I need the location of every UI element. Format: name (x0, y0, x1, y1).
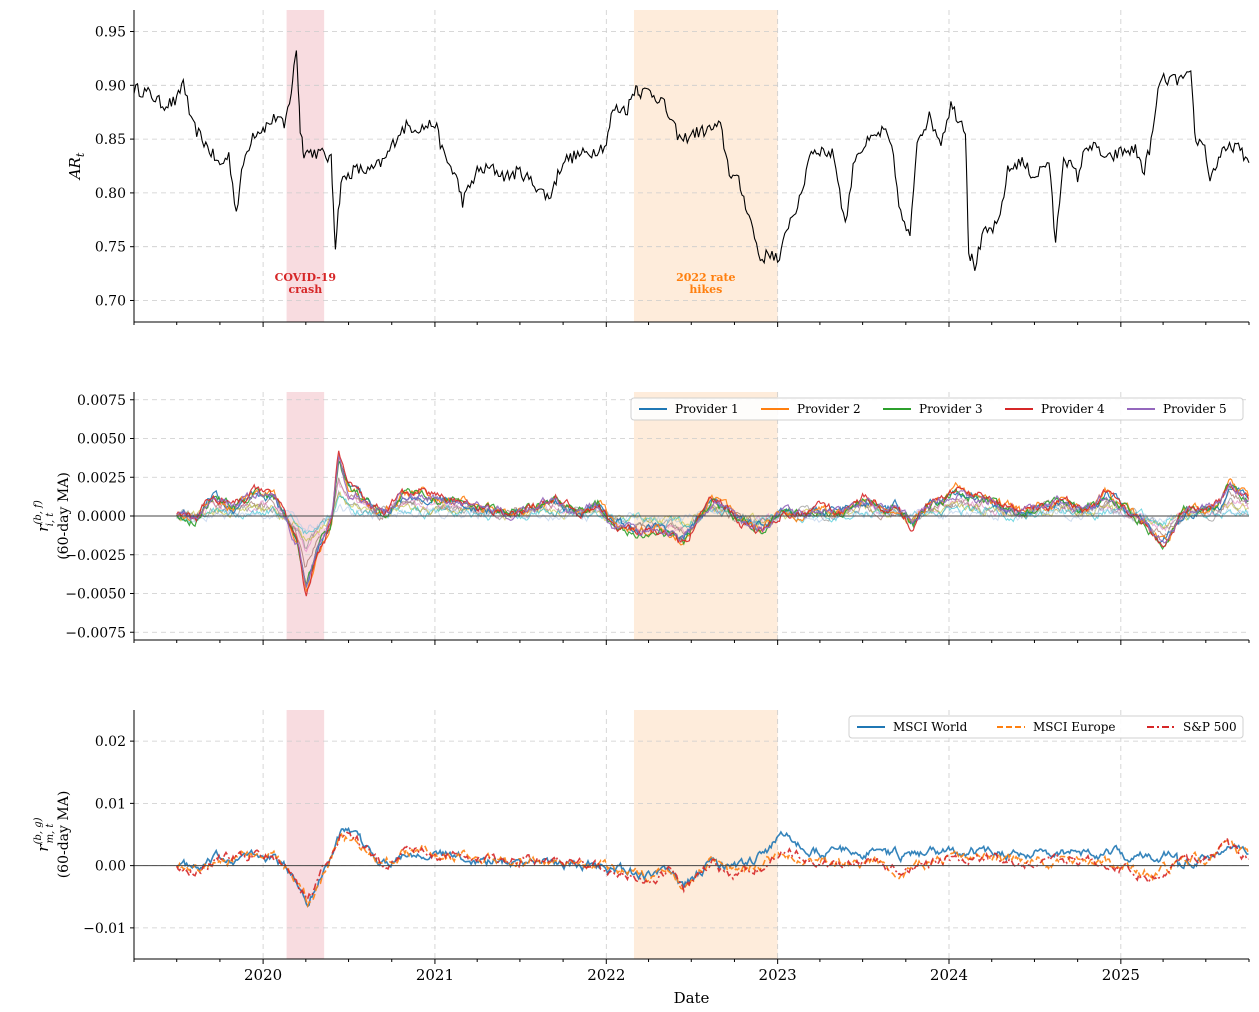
x-tick-label: 2021 (416, 966, 454, 984)
legend-label: MSCI World (893, 720, 968, 734)
legend-label: Provider 3 (919, 402, 983, 416)
legend-label: S&P 500 (1183, 720, 1237, 734)
y-tick-label: 0.0025 (77, 470, 126, 486)
legend-box (630, 397, 1244, 421)
panel-middle: −0.0075 −0.0050 −0.0025 0.0000 0.0025 0.0050 0… (33, 392, 1250, 645)
series-line (175, 831, 1249, 901)
y-tick-label: 0.0075 (77, 393, 126, 409)
ar-series-line (133, 50, 1250, 271)
x-tick-label: 2020 (244, 966, 282, 984)
y-tick-label: 0.0000 (77, 509, 126, 525)
legend-label: Provider 4 (1041, 402, 1105, 416)
y-tick-label: 0.0050 (77, 432, 126, 448)
shaded-period (633, 10, 778, 322)
y-tick-label: 0.70 (95, 293, 126, 309)
legend-label: Provider 2 (797, 402, 861, 416)
panel-bottom: −0.01 0.00 0.01 0.02 r(b, g)m, t (60-day MA) M… (33, 710, 1250, 1007)
y-tick-label: −0.0025 (65, 548, 126, 564)
y-tick-label: 0.85 (95, 132, 126, 148)
legend-label: Provider 5 (1163, 402, 1227, 416)
shaded-period (633, 710, 778, 959)
shaded-label: COVID-19 (275, 271, 336, 284)
y-tick-label: 0.02 (95, 734, 126, 750)
y-tick-label: 0.90 (95, 78, 126, 94)
y-tick-label: 0.80 (95, 186, 126, 202)
legend-label: Provider 1 (675, 402, 739, 416)
y-axis-label-ma: (60-day MA) (56, 472, 72, 560)
y-axis-label: r(b, f)i, t (33, 500, 56, 532)
x-tick-label: 2023 (759, 966, 797, 984)
y-tick-label: −0.0075 (65, 625, 126, 641)
y-tick-label: −0.01 (83, 921, 126, 937)
series-line (176, 454, 1249, 589)
y-tick-label: 0.01 (95, 796, 126, 812)
y-tick-label: 0.00 (95, 859, 126, 875)
faint-series-line (176, 503, 1249, 532)
legend-box (848, 715, 1244, 739)
series-line (176, 450, 1250, 597)
series-line (176, 832, 1250, 909)
x-tick-label: 2024 (930, 966, 968, 984)
x-tick-label: 2025 (1102, 966, 1140, 984)
y-axis-label: r(b, g)m, t (33, 817, 56, 851)
y-tick-label: 0.75 (95, 240, 126, 256)
legend-label: MSCI Europe (1033, 720, 1115, 734)
shaded-period (286, 710, 325, 959)
x-tick-label: 2022 (587, 966, 625, 984)
y-tick-label: −0.0050 (65, 587, 126, 603)
shaded-label: crash (288, 283, 322, 296)
y-axis-label-ma: (60-day MA) (56, 791, 72, 879)
shaded-period (286, 10, 325, 322)
shaded-label: 2022 rate (676, 271, 735, 284)
shaded-label: hikes (689, 283, 722, 296)
x-axis-label: Date (674, 989, 710, 1007)
y-tick-label: 0.95 (95, 25, 126, 41)
y-axis-label: ARt (66, 152, 87, 181)
